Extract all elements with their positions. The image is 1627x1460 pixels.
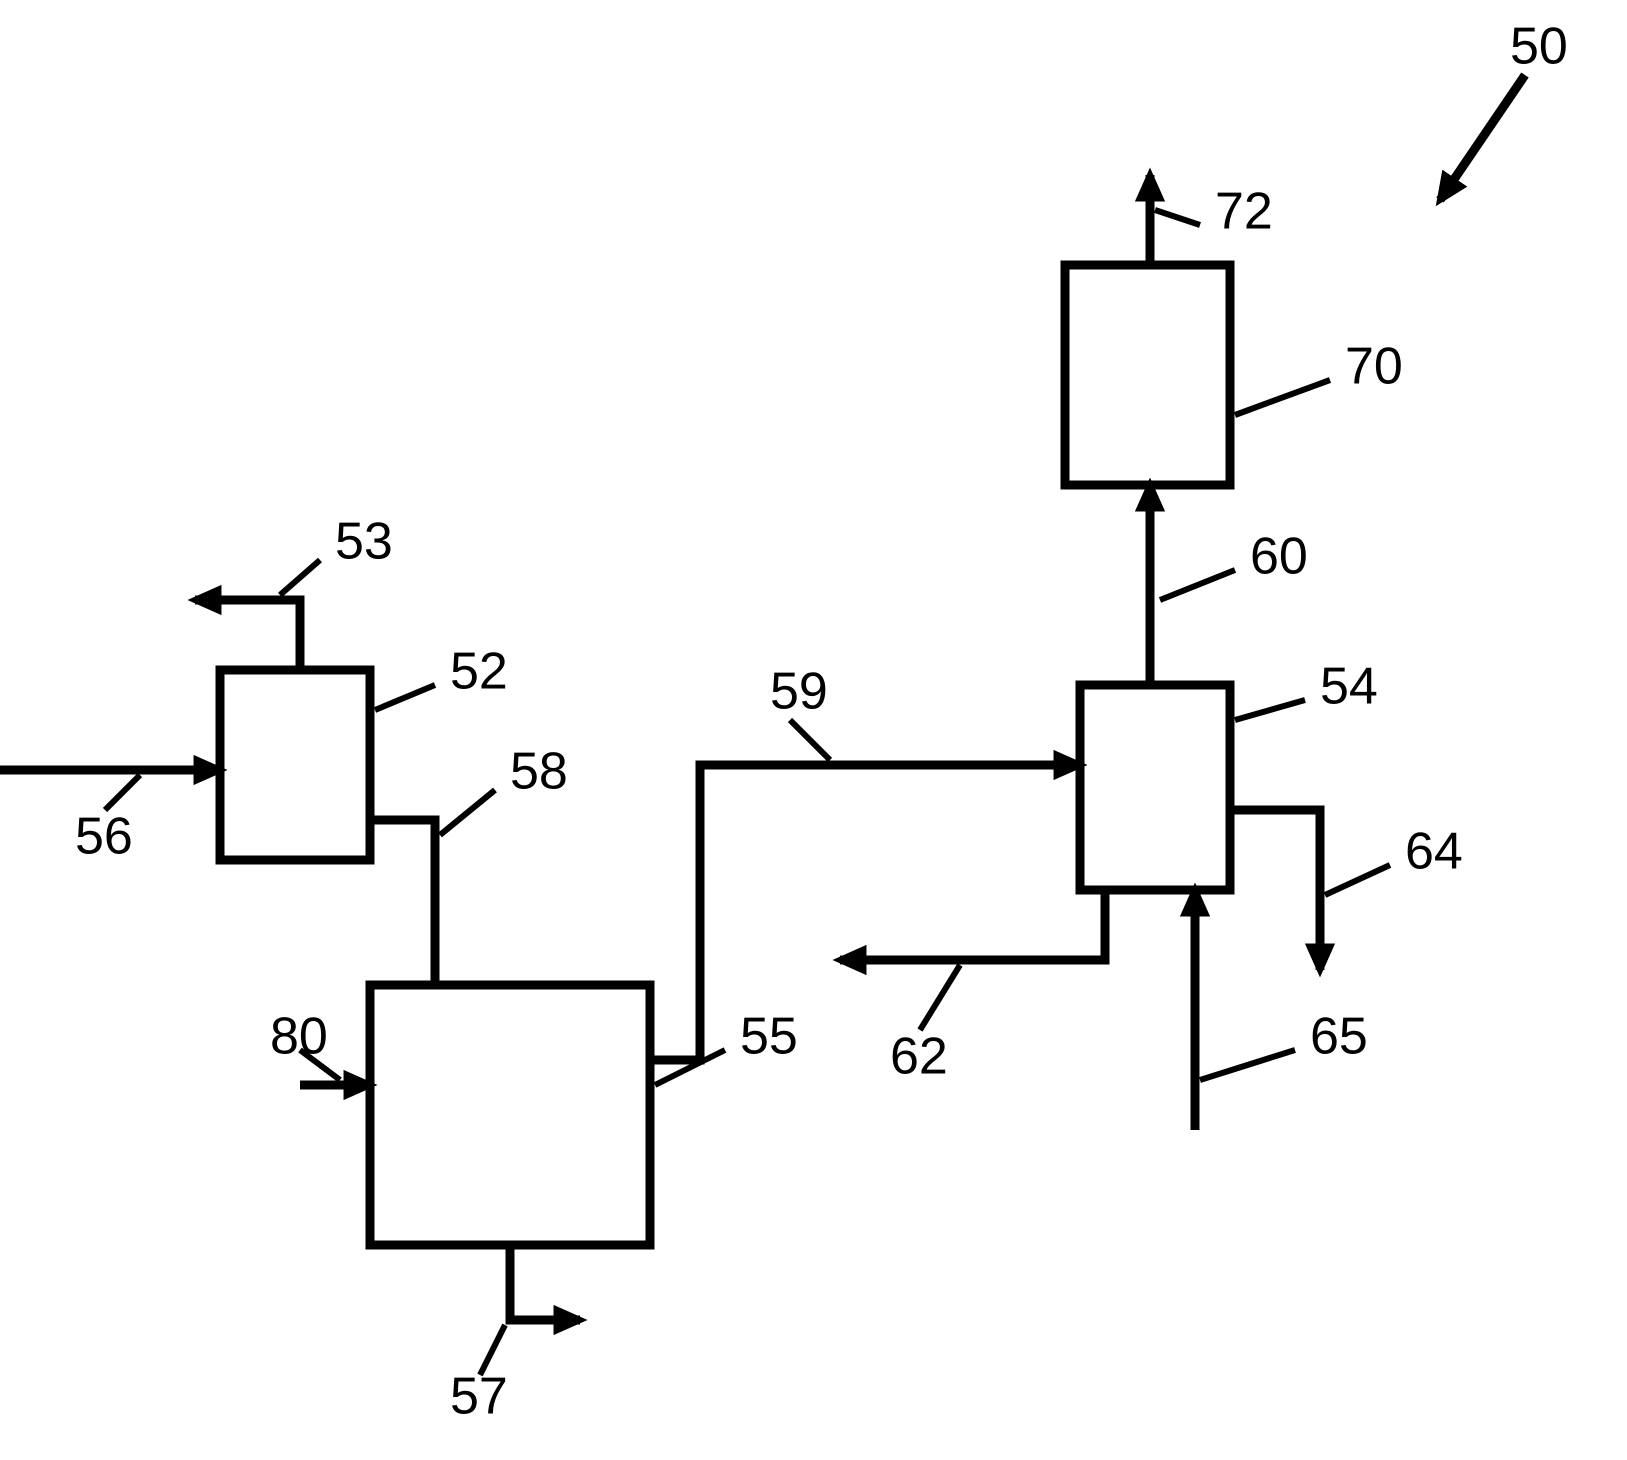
- label-l52: 52: [450, 643, 508, 701]
- leader-l55: [655, 1050, 725, 1085]
- label-l59: 59: [770, 663, 828, 721]
- leader-l62: [920, 965, 960, 1030]
- connector-a58: [370, 820, 435, 985]
- leader-l70: [1235, 380, 1330, 415]
- leader-l60: [1160, 570, 1235, 600]
- label-l64: 64: [1405, 823, 1463, 881]
- leader-l53: [280, 560, 320, 595]
- label-l70: 70: [1345, 338, 1403, 396]
- leader-l64: [1325, 865, 1390, 895]
- leader-l58: [440, 790, 495, 835]
- label-l65: 65: [1310, 1008, 1368, 1066]
- label-l54: 54: [1320, 658, 1378, 716]
- leader-l54: [1235, 700, 1305, 720]
- label-l57: 57: [450, 1368, 508, 1426]
- leader-l72: [1155, 210, 1200, 225]
- connector-a50: [1440, 75, 1525, 200]
- connector-a64: [1230, 810, 1320, 970]
- leader-l56: [105, 775, 140, 810]
- connector-a57: [510, 1245, 580, 1320]
- label-l53: 53: [335, 513, 393, 571]
- label-l72: 72: [1215, 183, 1273, 241]
- label-l50: 50: [1510, 18, 1568, 76]
- leader-l52: [375, 685, 435, 710]
- label-l58: 58: [510, 743, 568, 801]
- leader-l65: [1200, 1050, 1295, 1080]
- connector-a59: [650, 765, 1080, 1060]
- connector-a62: [840, 890, 1105, 960]
- box-b70: [1065, 265, 1230, 485]
- label-l80: 80: [270, 1008, 328, 1066]
- box-b52: [220, 670, 370, 860]
- connector-a53: [195, 600, 300, 670]
- box-b55: [370, 985, 650, 1245]
- label-l56: 56: [75, 808, 133, 866]
- label-l55: 55: [740, 1008, 798, 1066]
- leader-l59: [790, 720, 830, 760]
- box-b54: [1080, 685, 1230, 890]
- label-l62: 62: [890, 1028, 948, 1086]
- label-l60: 60: [1250, 528, 1308, 586]
